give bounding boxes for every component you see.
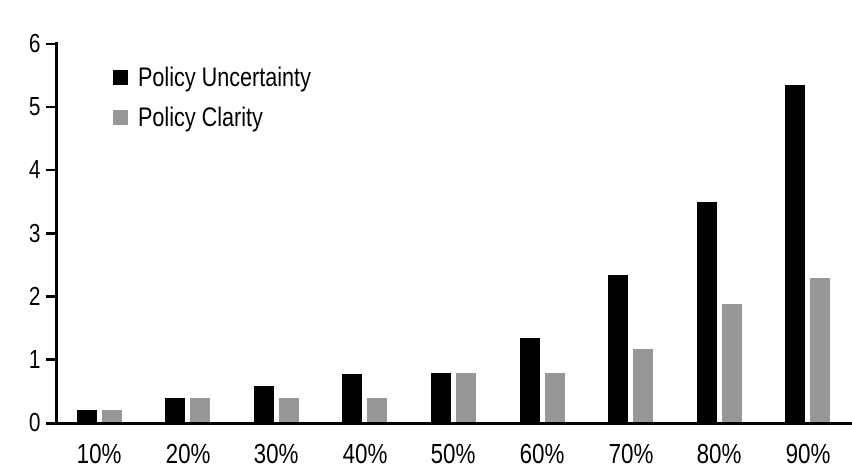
bar-policy-uncertainty-40-	[342, 373, 363, 422]
y-tick-label-text: 1	[28, 343, 40, 374]
bar-policy-clarity-40-	[367, 397, 388, 422]
x-axis-line	[46, 422, 852, 425]
x-tick-label-text: 90%	[785, 438, 831, 469]
x-tick-label-30-: 30%	[231, 440, 321, 468]
x-tick-label-text: 20%	[165, 438, 211, 469]
legend-item-policy-uncertainty: Policy Uncertainty	[113, 61, 354, 93]
x-tick-label-text: 10%	[76, 438, 122, 469]
y-tick-label-text: 5	[28, 91, 40, 122]
x-tick-label-10-: 10%	[54, 440, 144, 468]
x-tick-label-70-: 70%	[586, 440, 676, 468]
bar-policy-uncertainty-80-	[696, 201, 717, 422]
bar-policy-uncertainty-20-	[165, 397, 186, 422]
legend-swatch-policy-uncertainty	[113, 69, 128, 85]
bar-policy-clarity-10-	[101, 409, 122, 422]
y-tick-label-5: 5	[0, 90, 40, 122]
bar-policy-uncertainty-90-	[785, 85, 806, 422]
y-tick-label-3: 3	[0, 217, 40, 249]
x-tick-label-text: 30%	[253, 438, 299, 469]
y-tick-label-text: 0	[28, 407, 40, 437]
y-tick-label-4: 4	[0, 153, 40, 185]
y-tick-label-2: 2	[0, 280, 40, 312]
bar-policy-clarity-80-	[721, 303, 742, 422]
y-tick-label-1: 1	[0, 343, 40, 375]
legend-swatch-policy-clarity	[113, 109, 128, 125]
x-tick-label-90-: 90%	[763, 440, 852, 468]
x-tick-label-text: 60%	[519, 438, 565, 469]
y-tick-label-text: 6	[28, 28, 40, 58]
y-tick-label-0: 0	[0, 406, 40, 438]
bar-policy-clarity-50-	[456, 373, 476, 422]
y-tick-label-text: 3	[28, 217, 40, 248]
legend-label-policy-uncertainty: Policy Uncertainty	[138, 62, 311, 92]
legend-label-policy-clarity: Policy Clarity	[138, 102, 263, 132]
x-tick-label-text: 80%	[696, 438, 742, 469]
chart-legend: Policy Uncertainty Policy Clarity	[113, 61, 354, 141]
y-tick-5	[46, 105, 58, 109]
y-tick-label-text: 2	[28, 280, 40, 311]
bar-policy-uncertainty-10-	[76, 409, 97, 422]
bar-policy-clarity-20-	[190, 397, 211, 422]
bar-policy-clarity-30-	[278, 397, 299, 422]
x-tick-label-80-: 80%	[674, 440, 764, 468]
y-tick-label-6: 6	[0, 27, 40, 59]
y-tick-4	[46, 168, 58, 172]
x-tick-label-20-: 20%	[143, 440, 233, 468]
bar-policy-clarity-60-	[544, 373, 565, 422]
bar-policy-clarity-90-	[810, 277, 831, 422]
x-tick-label-60-: 60%	[497, 440, 587, 468]
x-tick-label-40-: 40%	[320, 440, 410, 468]
x-tick-label-text: 40%	[342, 438, 388, 469]
legend-item-policy-clarity: Policy Clarity	[113, 101, 354, 133]
y-tick-0	[46, 421, 58, 424]
x-tick-label-50-: 50%	[409, 440, 499, 468]
y-tick-1	[46, 358, 58, 361]
bar-policy-uncertainty-60-	[519, 337, 540, 422]
y-tick-2	[46, 295, 58, 298]
y-tick-label-text: 4	[28, 154, 40, 185]
bar-policy-uncertainty-30-	[253, 385, 274, 422]
bar-policy-uncertainty-70-	[608, 275, 629, 422]
y-tick-3	[46, 232, 58, 235]
x-tick-label-text: 50%	[431, 438, 476, 469]
y-tick-6	[46, 42, 58, 45]
bar-policy-clarity-70-	[633, 349, 654, 422]
x-tick-label-text: 70%	[608, 438, 654, 469]
bar-policy-uncertainty-50-	[431, 372, 451, 422]
